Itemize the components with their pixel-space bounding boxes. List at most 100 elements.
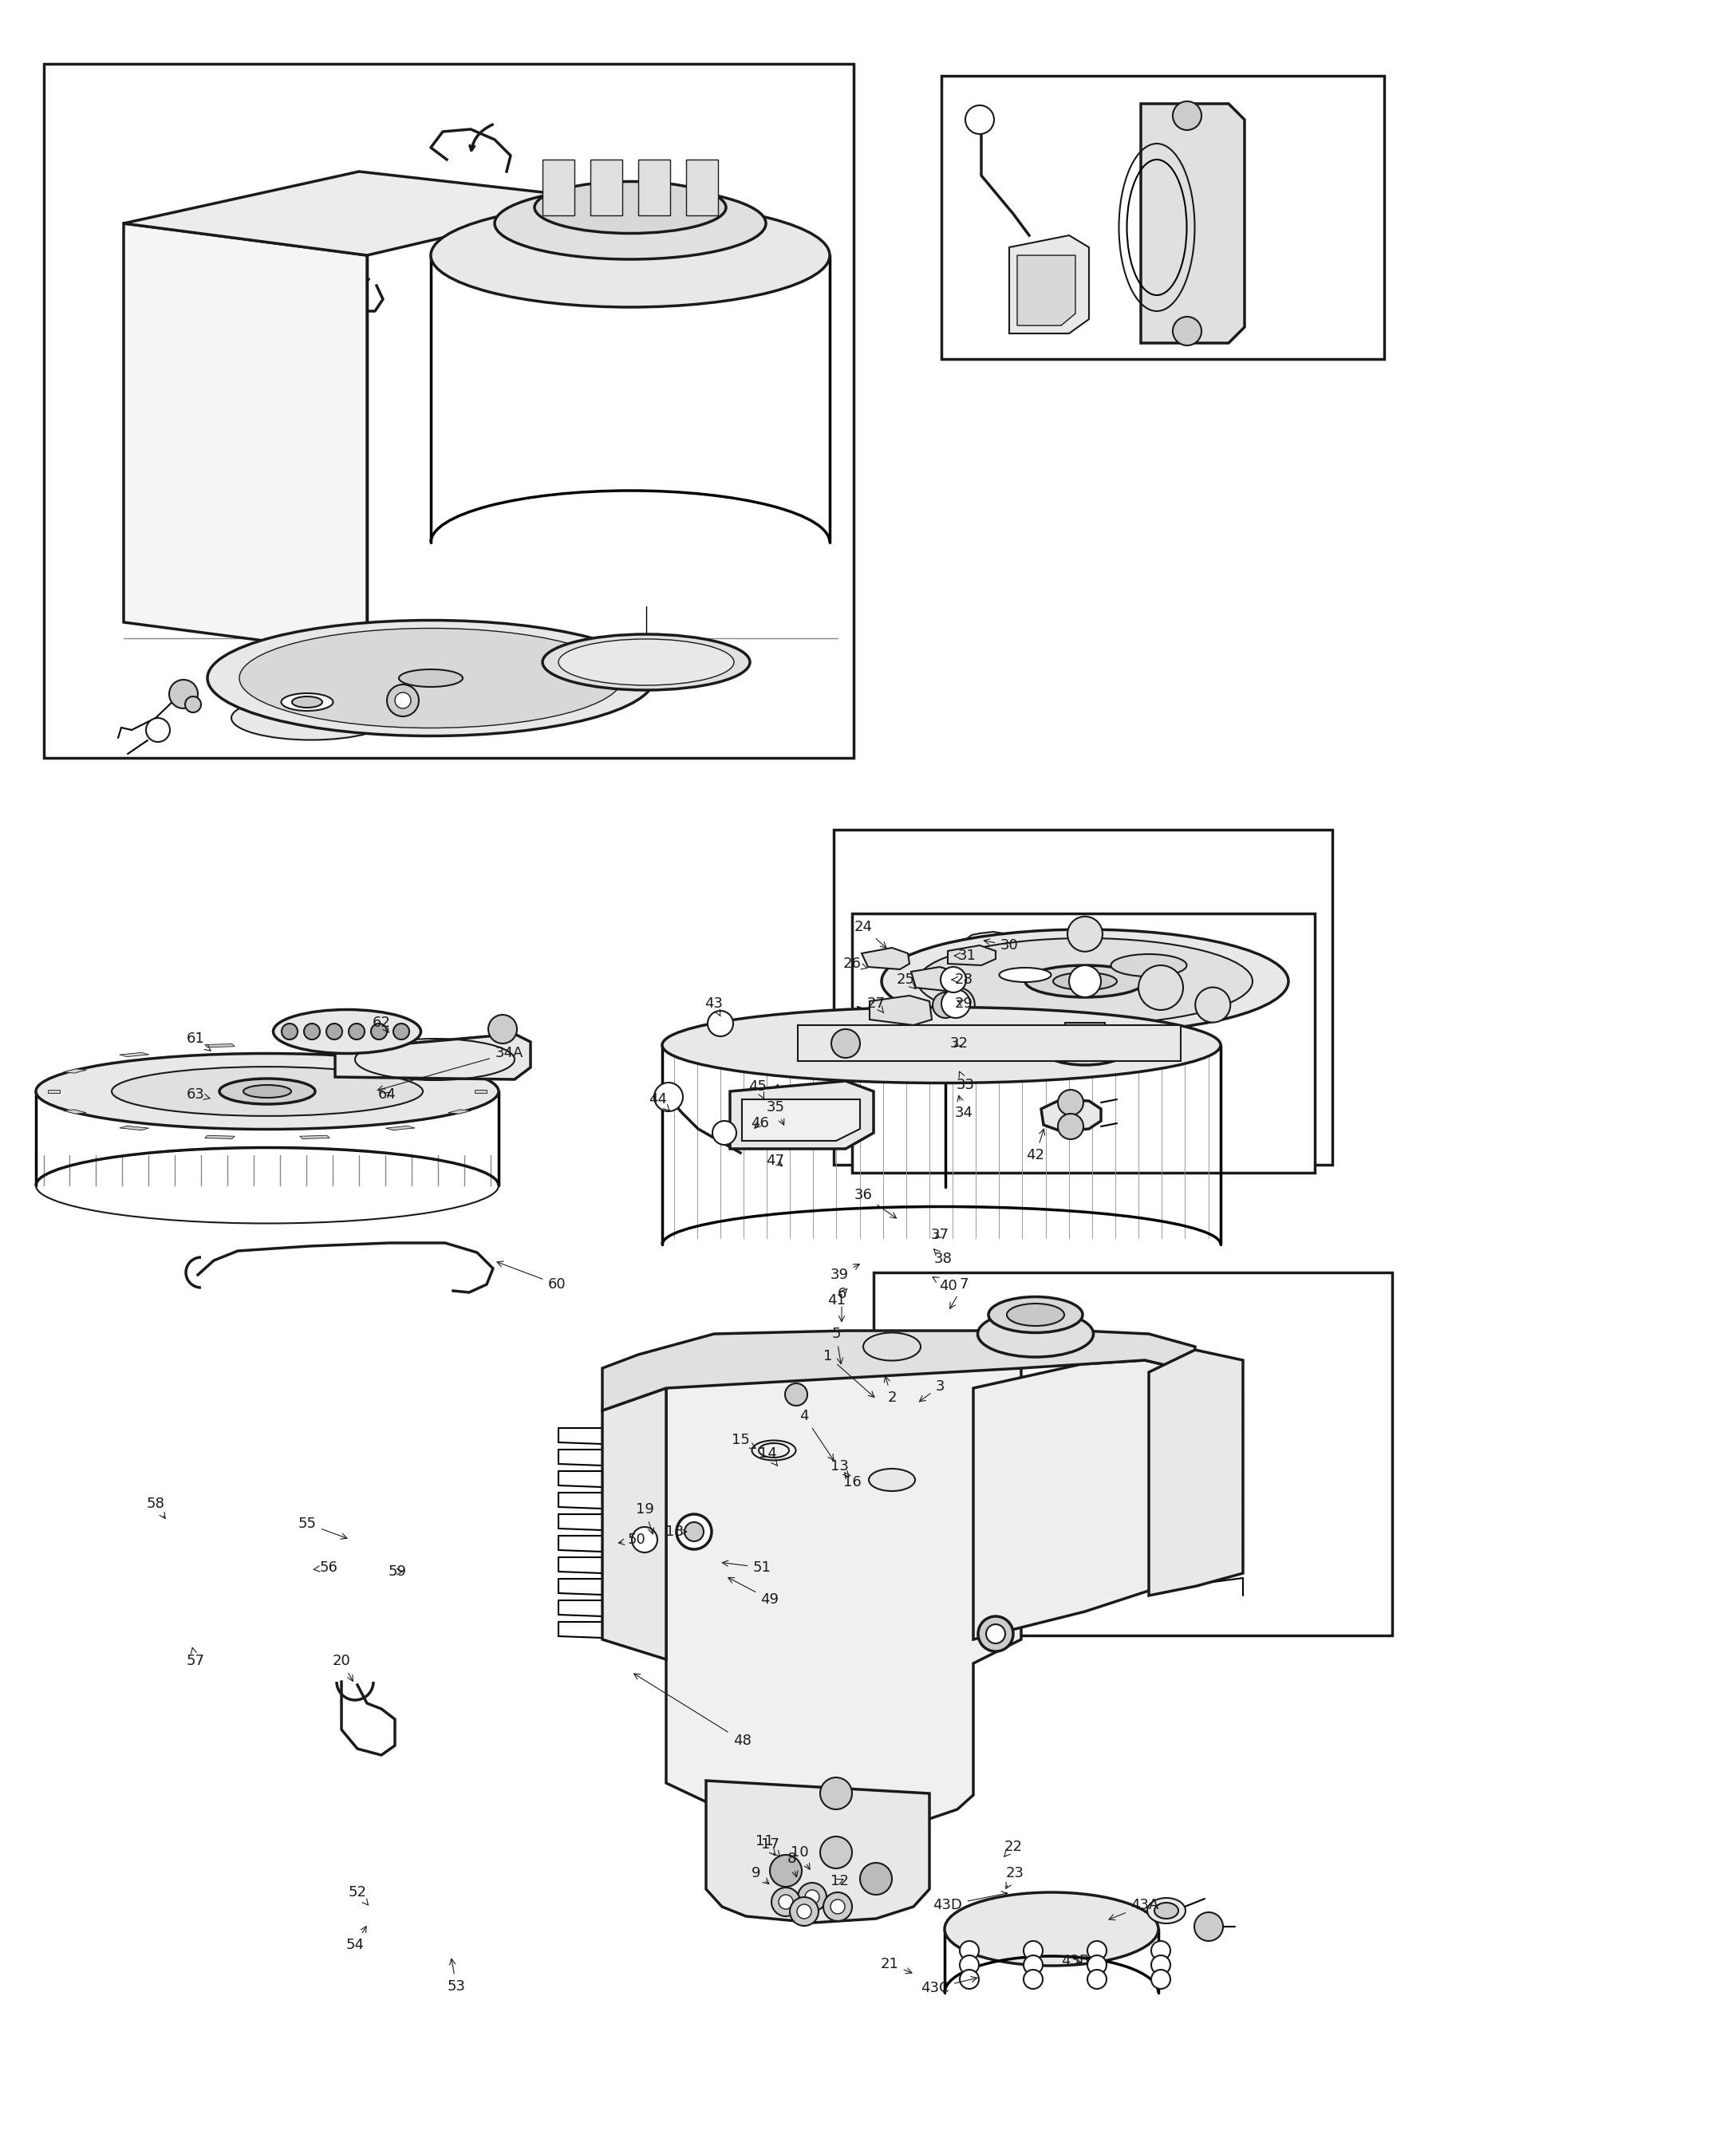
Text: 52: 52 bbox=[349, 1885, 368, 1904]
Text: 49: 49 bbox=[727, 1577, 779, 1607]
Ellipse shape bbox=[944, 1893, 1158, 1967]
Text: 37: 37 bbox=[930, 1228, 950, 1243]
Text: 3: 3 bbox=[920, 1379, 944, 1402]
Polygon shape bbox=[870, 995, 932, 1025]
Circle shape bbox=[832, 1030, 859, 1058]
Bar bbox=[43, 65, 854, 758]
Circle shape bbox=[1174, 317, 1201, 345]
Polygon shape bbox=[948, 946, 996, 965]
Text: 40: 40 bbox=[932, 1277, 957, 1292]
Circle shape bbox=[960, 1941, 979, 1960]
Circle shape bbox=[1068, 915, 1102, 952]
Polygon shape bbox=[911, 967, 957, 991]
Circle shape bbox=[708, 1010, 733, 1036]
Text: 21: 21 bbox=[880, 1958, 911, 1973]
Polygon shape bbox=[64, 1109, 87, 1114]
Circle shape bbox=[1151, 1956, 1170, 1975]
Circle shape bbox=[1194, 1913, 1224, 1941]
Circle shape bbox=[830, 1900, 845, 1915]
Polygon shape bbox=[686, 159, 719, 215]
Ellipse shape bbox=[882, 928, 1288, 1034]
Circle shape bbox=[488, 1015, 517, 1043]
Text: 54: 54 bbox=[345, 1926, 366, 1952]
Text: 9: 9 bbox=[752, 1865, 769, 1885]
Circle shape bbox=[797, 1904, 811, 1919]
Circle shape bbox=[859, 1863, 892, 1896]
Text: 46: 46 bbox=[750, 1116, 769, 1131]
Text: 2: 2 bbox=[884, 1376, 896, 1404]
Ellipse shape bbox=[240, 629, 621, 728]
Polygon shape bbox=[1042, 1099, 1101, 1131]
Ellipse shape bbox=[1111, 954, 1187, 976]
Polygon shape bbox=[300, 1045, 330, 1047]
Text: 47: 47 bbox=[766, 1155, 785, 1167]
Circle shape bbox=[394, 1023, 410, 1040]
Text: 5: 5 bbox=[832, 1327, 844, 1363]
Polygon shape bbox=[385, 1127, 415, 1131]
Text: 30: 30 bbox=[984, 939, 1019, 952]
Text: 15: 15 bbox=[731, 1432, 755, 1447]
Polygon shape bbox=[1149, 1351, 1243, 1596]
Text: 53: 53 bbox=[448, 1958, 465, 1995]
Ellipse shape bbox=[273, 1010, 420, 1053]
Text: 1: 1 bbox=[823, 1348, 875, 1398]
Text: 29: 29 bbox=[955, 997, 972, 1010]
Ellipse shape bbox=[292, 696, 323, 709]
Ellipse shape bbox=[495, 187, 766, 258]
Circle shape bbox=[1196, 987, 1231, 1023]
Polygon shape bbox=[448, 1068, 470, 1073]
Polygon shape bbox=[120, 1127, 149, 1131]
Text: 26: 26 bbox=[844, 956, 866, 971]
Polygon shape bbox=[205, 1135, 234, 1139]
Bar bbox=[859, 1346, 877, 1465]
Circle shape bbox=[349, 1023, 365, 1040]
Text: 60: 60 bbox=[496, 1262, 566, 1292]
Ellipse shape bbox=[431, 202, 830, 308]
Ellipse shape bbox=[661, 1008, 1220, 1083]
Text: 43B: 43B bbox=[1061, 1954, 1090, 1969]
Circle shape bbox=[1139, 965, 1184, 1010]
Circle shape bbox=[941, 989, 970, 1019]
Polygon shape bbox=[974, 1359, 1194, 1639]
Ellipse shape bbox=[219, 1079, 316, 1105]
Circle shape bbox=[168, 681, 198, 709]
Polygon shape bbox=[542, 159, 575, 215]
Circle shape bbox=[823, 1893, 852, 1921]
Text: 61: 61 bbox=[186, 1032, 210, 1051]
Text: 32: 32 bbox=[950, 1036, 969, 1051]
Text: 57: 57 bbox=[186, 1648, 205, 1667]
Bar bbox=[852, 913, 1314, 1172]
Text: 27: 27 bbox=[866, 997, 885, 1012]
Ellipse shape bbox=[535, 181, 726, 233]
Circle shape bbox=[304, 1023, 319, 1040]
Text: 51: 51 bbox=[722, 1559, 771, 1575]
Text: 43D: 43D bbox=[932, 1891, 1007, 1913]
Circle shape bbox=[1151, 1941, 1170, 1960]
Text: 24: 24 bbox=[854, 920, 887, 948]
Ellipse shape bbox=[1026, 965, 1144, 997]
Polygon shape bbox=[707, 1781, 929, 1924]
Circle shape bbox=[712, 1120, 736, 1144]
Circle shape bbox=[281, 1023, 297, 1040]
Text: 33: 33 bbox=[957, 1071, 974, 1092]
Circle shape bbox=[1151, 1969, 1170, 1988]
Ellipse shape bbox=[863, 1333, 920, 1361]
Circle shape bbox=[799, 1883, 826, 1911]
Ellipse shape bbox=[399, 670, 464, 687]
Circle shape bbox=[939, 987, 974, 1023]
Polygon shape bbox=[205, 1045, 234, 1047]
Circle shape bbox=[1024, 1956, 1043, 1975]
Circle shape bbox=[790, 1898, 819, 1926]
Text: 43: 43 bbox=[705, 997, 724, 1017]
Text: 16: 16 bbox=[844, 1473, 861, 1488]
Text: 62: 62 bbox=[372, 1015, 391, 1032]
Ellipse shape bbox=[1000, 967, 1050, 982]
Polygon shape bbox=[385, 1053, 415, 1058]
Text: 48: 48 bbox=[634, 1674, 752, 1747]
Polygon shape bbox=[300, 1135, 330, 1139]
Ellipse shape bbox=[111, 1066, 424, 1116]
Text: 41: 41 bbox=[826, 1288, 847, 1307]
Polygon shape bbox=[49, 1090, 59, 1092]
Text: 56: 56 bbox=[314, 1559, 339, 1575]
Text: 28: 28 bbox=[951, 971, 972, 987]
